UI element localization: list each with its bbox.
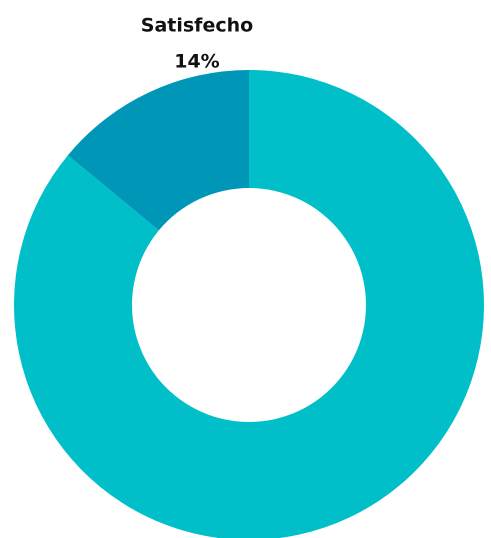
slice-value-label: 14% — [174, 51, 219, 73]
slice-label: Satisfecho — [141, 15, 253, 37]
donut-slice — [67, 70, 250, 231]
donut-slice — [14, 70, 484, 538]
